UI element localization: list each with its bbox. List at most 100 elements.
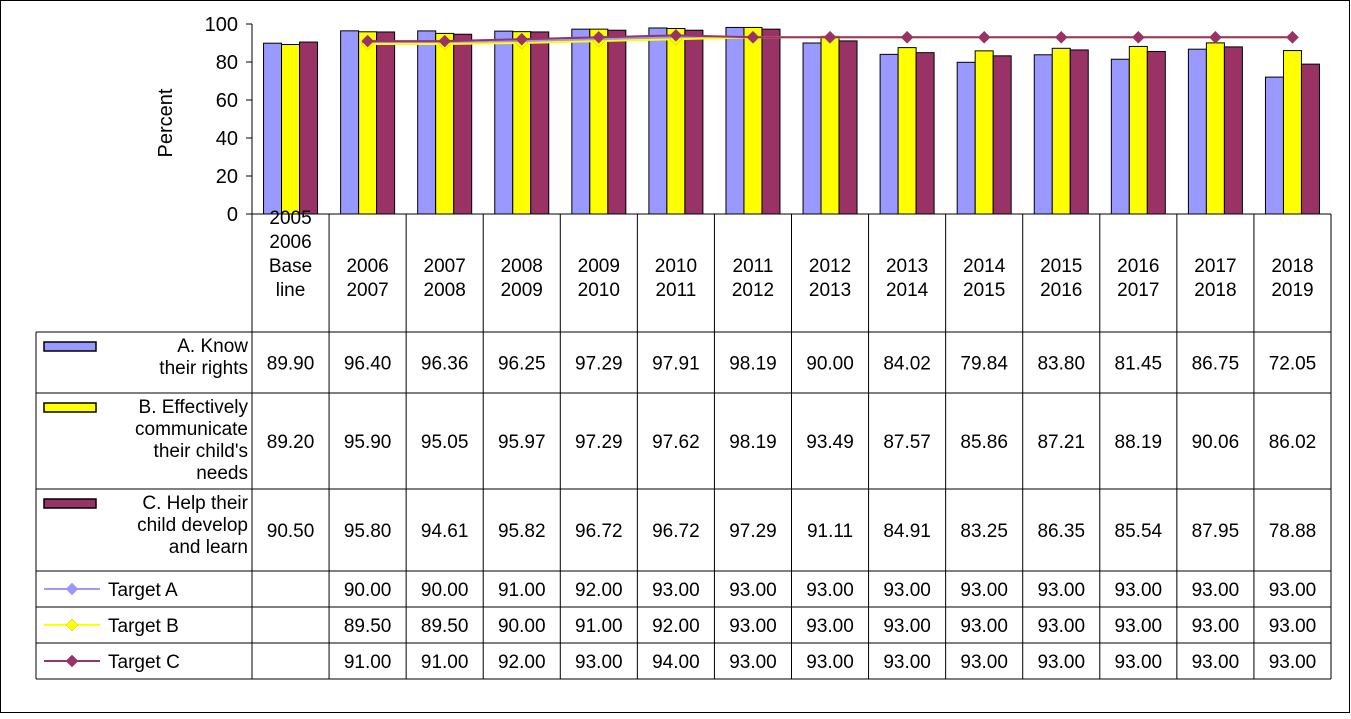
category-label-5-line-0: 2010 (655, 256, 697, 277)
value-cell-series-b-8: 87.57 (883, 432, 931, 453)
value-cell-target-a-5: 93.00 (652, 580, 700, 601)
value-cell-target-a-4: 92.00 (575, 580, 623, 601)
value-cell-series-a-4: 97.29 (575, 354, 623, 375)
value-cell-target-a-8: 93.00 (883, 580, 931, 601)
value-cell-series-b-9: 85.86 (960, 432, 1008, 453)
legend-label-series-b-line-0: B. Effectively (139, 397, 249, 418)
marker-target-c-7 (900, 30, 914, 44)
legend-label-series-c-line-2: and learn (169, 537, 248, 558)
bar-series-c-10 (1069, 49, 1089, 215)
bar-series-a-4 (571, 28, 591, 215)
bar-series-b-2 (435, 32, 455, 215)
category-label-10-line-1: 2016 (1040, 280, 1082, 301)
value-cell-series-b-10: 87.21 (1037, 432, 1085, 453)
legend-label-target-c: Target C (108, 652, 180, 673)
bar-series-a-5 (648, 27, 668, 215)
category-label-0-line-2: Base (269, 256, 312, 277)
legend-label-series-b-line-1: communicate (135, 419, 248, 440)
value-cell-series-a-5: 97.91 (652, 354, 700, 375)
marker-target-c-4 (669, 29, 683, 42)
bar-series-a-9 (956, 61, 976, 215)
legend-label-series-b-line-3: needs (196, 463, 248, 484)
value-cell-target-b-6: 93.00 (729, 616, 777, 637)
value-cell-target-c-10: 93.00 (1037, 652, 1085, 673)
category-label-6-line-0: 2011 (733, 256, 774, 277)
value-cell-series-c-2: 94.61 (421, 521, 469, 542)
legend-label-series-b-line-2: their child's (154, 441, 248, 462)
marker-target-c-11 (1209, 30, 1222, 44)
value-cell-series-c-11: 85.54 (1115, 521, 1163, 542)
category-label-7-line-1: 2013 (809, 280, 851, 301)
value-cell-target-a-2: 90.00 (421, 580, 469, 601)
category-label-1-line-1: 2007 (346, 280, 388, 301)
bar-series-a-13 (1264, 76, 1284, 215)
bar-series-c-12 (1223, 46, 1243, 215)
bar-series-b-7 (820, 35, 840, 215)
bar-series-b-13 (1282, 50, 1302, 215)
value-cell-series-c-3: 95.82 (498, 521, 546, 542)
category-label-11-line-0: 2016 (1117, 256, 1159, 277)
value-cell-target-b-3: 90.00 (498, 616, 546, 637)
bar-series-c-13 (1300, 63, 1320, 215)
legend-label-series-a-line-0: A. Know (177, 336, 248, 357)
category-label-8-line-0: 2013 (886, 256, 928, 277)
marker-target-c-5 (746, 30, 760, 44)
y-tick-label: 40 (216, 128, 238, 150)
value-cell-series-b-6: 98.19 (729, 432, 777, 453)
legend-label-target-a: Target A (108, 580, 178, 601)
value-cell-target-c-1: 91.00 (344, 652, 392, 673)
category-label-4-line-1: 2010 (578, 280, 620, 301)
value-cell-target-b-8: 93.00 (883, 616, 931, 637)
category-label-2-line-0: 2007 (424, 256, 466, 277)
value-cell-target-c-12: 93.00 (1192, 652, 1240, 673)
bar-series-c-5 (684, 29, 704, 215)
value-cell-target-a-10: 93.00 (1037, 580, 1085, 601)
value-cell-target-c-13: 93.00 (1269, 652, 1317, 673)
bar-series-b-6 (743, 26, 763, 215)
marker-target-c-6 (823, 30, 837, 44)
value-cell-series-a-7: 90.00 (806, 354, 854, 375)
bar-series-c-8 (915, 52, 935, 215)
value-cell-target-b-2: 89.50 (421, 616, 469, 637)
value-cell-series-a-9: 79.84 (960, 354, 1008, 375)
value-cell-series-c-1: 95.80 (344, 521, 392, 542)
category-label-10-line-0: 2015 (1040, 256, 1082, 277)
y-axis-label: Percent (155, 88, 177, 157)
category-label-0-line-0: 2005 (269, 208, 311, 229)
category-label-3-line-1: 2009 (501, 280, 543, 301)
value-cell-target-c-5: 94.00 (652, 652, 700, 673)
value-cell-target-a-6: 93.00 (729, 580, 777, 601)
value-cell-target-b-9: 93.00 (960, 616, 1008, 637)
category-label-12-line-1: 2018 (1194, 280, 1236, 301)
legend-label-series-c-line-0: C. Help their (142, 493, 248, 514)
value-cell-series-b-11: 88.19 (1115, 432, 1163, 453)
value-cell-series-a-0: 89.90 (267, 354, 315, 375)
marker-target-c-2 (515, 32, 529, 46)
legend-marker-target-b (65, 618, 79, 632)
category-label-6-line-1: 2012 (732, 280, 774, 301)
bar-series-b-12 (1205, 42, 1225, 215)
value-cell-series-a-10: 83.80 (1037, 354, 1085, 375)
marker-target-c-3 (592, 30, 606, 44)
bar-series-a-3 (494, 30, 514, 215)
value-cell-series-b-4: 97.29 (575, 432, 623, 453)
value-cell-target-a-12: 93.00 (1192, 580, 1240, 601)
legend-label-series-c-line-1: child develop (137, 515, 248, 536)
value-cell-series-b-2: 95.05 (421, 432, 469, 453)
bar-series-a-10 (1033, 54, 1053, 215)
bar-series-c-4 (607, 29, 627, 215)
legend-marker-target-c (65, 654, 79, 668)
marker-target-c-8 (977, 30, 991, 44)
value-cell-target-a-11: 93.00 (1115, 580, 1163, 601)
bar-series-b-4 (589, 28, 609, 215)
y-tick-label: 0 (227, 204, 238, 226)
bar-series-c-6 (761, 28, 781, 215)
bar-series-b-0 (281, 44, 301, 215)
value-cell-series-c-4: 96.72 (575, 521, 623, 542)
value-cell-series-c-9: 83.25 (960, 521, 1008, 542)
bar-series-a-12 (1187, 48, 1207, 215)
category-label-9-line-0: 2014 (963, 256, 1006, 277)
bar-series-a-7 (802, 42, 822, 215)
value-cell-target-c-6: 93.00 (729, 652, 777, 673)
category-label-4-line-0: 2009 (578, 256, 620, 277)
